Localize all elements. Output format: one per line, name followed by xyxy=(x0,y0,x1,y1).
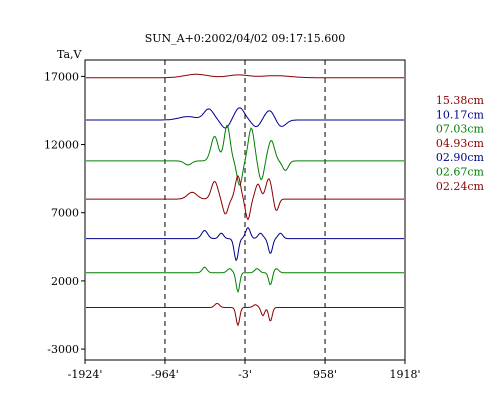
legend-label-5: 02.67cm xyxy=(436,166,485,179)
x-tick-label-1: -964' xyxy=(151,368,179,381)
y-tick-label-1: 12000 xyxy=(44,139,79,152)
y-tick-label-3: 2000 xyxy=(51,275,79,288)
series-line-5 xyxy=(86,266,404,294)
series-line-6 xyxy=(86,302,404,327)
chart-title: SUN_A+0:2002/04/02 09:17:15.600 xyxy=(145,32,346,45)
x-tick-label-2: -3' xyxy=(238,368,252,381)
series-line-3 xyxy=(86,174,404,221)
series-line-1 xyxy=(86,107,404,129)
y-tick-label-2: 7000 xyxy=(51,207,79,220)
legend-label-1: 10.17cm xyxy=(436,108,485,121)
series-line-2 xyxy=(86,124,404,186)
y-axis-label: Ta,V xyxy=(57,48,83,61)
y-tick-label-4: -3000 xyxy=(47,343,79,356)
legend-label-0: 15.38cm xyxy=(436,94,485,107)
legend-label-4: 02.90cm xyxy=(436,151,485,164)
legend-label-6: 02.24cm xyxy=(436,180,485,193)
y-tick-label-0: 17000 xyxy=(44,70,79,83)
series-line-4 xyxy=(86,227,404,262)
legend-label-2: 07.03cm xyxy=(436,123,485,136)
x-tick-label-3: 958' xyxy=(313,368,337,381)
x-tick-label-4: 1918' xyxy=(389,368,420,381)
legend-label-3: 04.93cm xyxy=(436,137,485,150)
x-tick-label-0: -1924' xyxy=(68,368,103,381)
series-line-0 xyxy=(86,73,404,79)
